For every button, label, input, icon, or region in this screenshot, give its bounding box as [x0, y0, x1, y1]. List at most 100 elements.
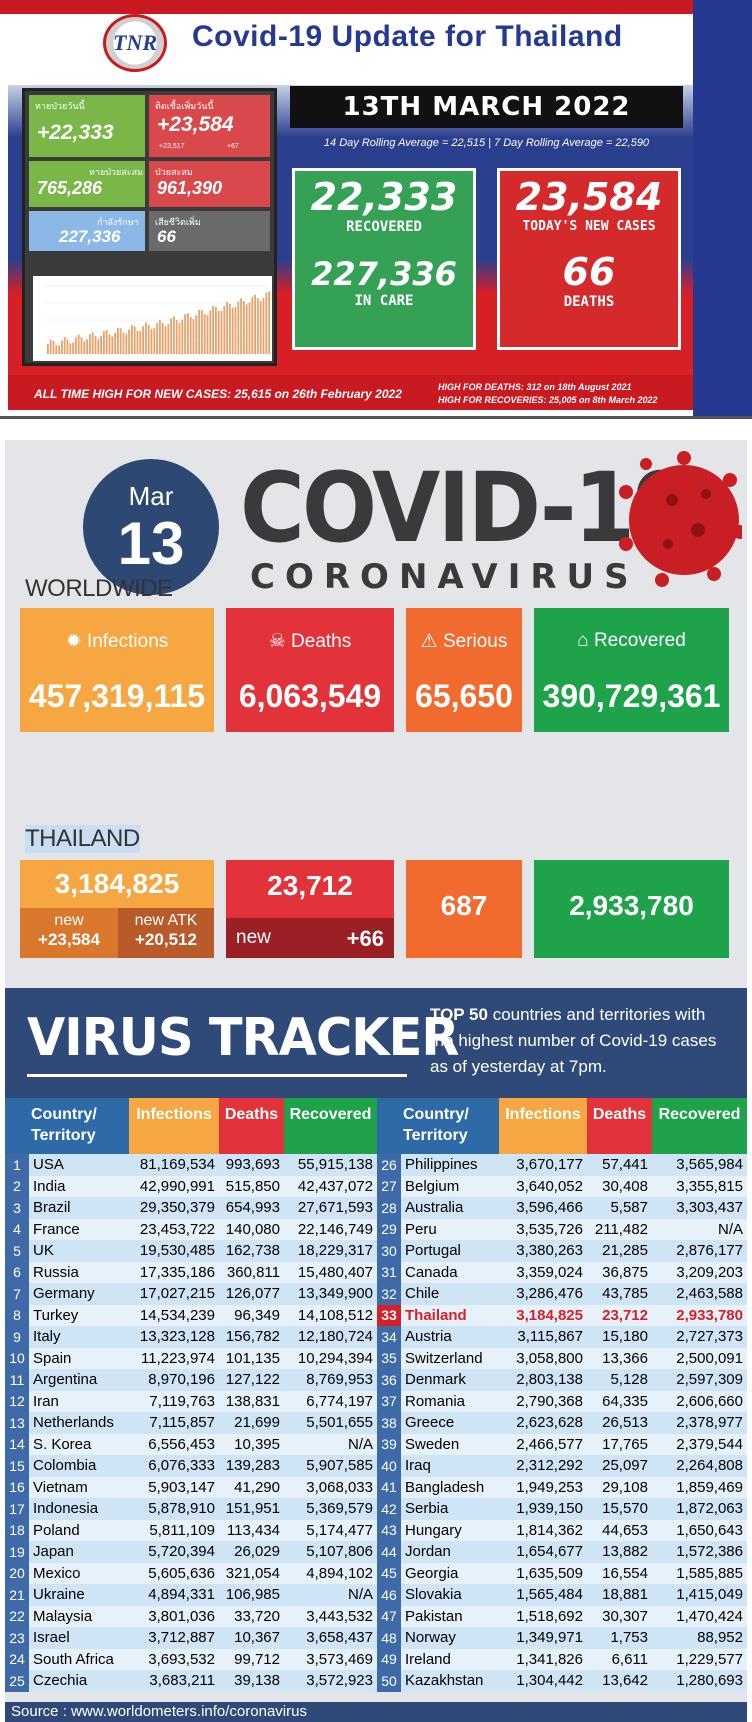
- cell-rank: 7: [5, 1283, 29, 1305]
- cell-rank: 22: [5, 1605, 29, 1627]
- cell-rank: 34: [377, 1326, 401, 1348]
- trend-bar: [229, 303, 231, 354]
- cell-recovered: 5,907,585: [284, 1455, 377, 1477]
- table-row: 44 Jordan 1,654,677 13,882 1,572,386: [377, 1541, 747, 1563]
- cell-rank: 42: [377, 1498, 401, 1520]
- cell-deaths: 26,029: [219, 1541, 284, 1563]
- cell-deaths: 23,712: [587, 1304, 652, 1326]
- cell-recovered: 2,933,780: [652, 1304, 747, 1326]
- cell-country: Russia: [29, 1261, 129, 1283]
- cell-deaths: 139,283: [219, 1455, 284, 1477]
- table-row: 22 Malaysia 3,801,036 33,720 3,443,532: [5, 1605, 377, 1627]
- table-row: 29 Peru 3,535,726 211,482 N/A: [377, 1218, 747, 1240]
- cell-recovered: 5,174,477: [284, 1519, 377, 1541]
- table-row: 30 Portugal 3,380,263 21,285 2,876,177: [377, 1240, 747, 1262]
- trend-bar: [184, 314, 186, 354]
- cell-recovered: 3,443,532: [284, 1605, 377, 1627]
- cell-country: Ukraine: [29, 1584, 129, 1606]
- table-row: 14 S. Korea 6,556,453 10,395 N/A: [5, 1433, 377, 1455]
- trend-bar: [153, 328, 156, 354]
- cell-infections: 3,801,036: [129, 1605, 219, 1627]
- trend-bar: [75, 337, 77, 354]
- trend-bar: [187, 313, 189, 354]
- table-row: 20 Mexico 5,605,636 321,054 4,894,102: [5, 1562, 377, 1584]
- cell-country: Turkey: [29, 1304, 129, 1326]
- cell-rank: 33: [377, 1304, 401, 1326]
- tnr-logo: TNR: [103, 14, 167, 72]
- table-row: 36 Denmark 2,803,138 5,128 2,597,309: [377, 1369, 747, 1391]
- table-row: 34 Austria 3,115,867 15,180 2,727,373: [377, 1326, 747, 1348]
- cell-recovered: 6,774,197: [284, 1390, 377, 1412]
- cell-recovered: 2,727,373: [652, 1326, 747, 1348]
- record-recoveries: HIGH FOR RECOVERIES: 25,005 on 8th March…: [438, 395, 658, 405]
- cell-recovered: 13,349,900: [284, 1283, 377, 1305]
- cell-infections: 23,453,722: [129, 1218, 219, 1240]
- cell-recovered: 5,501,655: [284, 1412, 377, 1434]
- cell-deaths: 18,881: [587, 1584, 652, 1606]
- cell-infections: 17,027,215: [129, 1283, 219, 1305]
- cell-deaths: 15,570: [587, 1498, 652, 1520]
- cell-infections: 5,720,394: [129, 1541, 219, 1563]
- header-infections: Infections: [129, 1098, 219, 1154]
- cell-country: Jordan: [401, 1541, 499, 1563]
- header-country: Country/ Territory: [377, 1098, 499, 1154]
- trend-bar: [181, 319, 184, 354]
- cell-recovered: 3,658,437: [284, 1627, 377, 1649]
- table-row: 17 Indonesia 5,878,910 151,951 5,369,579: [5, 1498, 377, 1520]
- trend-bar: [89, 334, 91, 354]
- mini-in-care-box: กำลังรักษา 227,336: [29, 211, 145, 251]
- trend-bar: [122, 332, 125, 354]
- cell-deaths: 6,611: [587, 1648, 652, 1670]
- table-row: 13 Netherlands 7,115,857 21,699 5,501,655: [5, 1412, 377, 1434]
- table-row: 32 Chile 3,286,476 43,785 2,463,588: [377, 1283, 747, 1305]
- cell-rank: 35: [377, 1347, 401, 1369]
- cell-infections: 3,712,887: [129, 1627, 219, 1649]
- cell-infections: 3,596,466: [499, 1197, 587, 1219]
- cell-deaths: 138,831: [219, 1390, 284, 1412]
- records-footer: ALL TIME HIGH FOR NEW CASES: 25,615 on 2…: [8, 375, 693, 410]
- cell-country: S. Korea: [29, 1433, 129, 1455]
- cell-country: Norway: [401, 1627, 499, 1649]
- trend-bar: [156, 322, 158, 354]
- trend-bar: [198, 309, 200, 354]
- trend-bar: [159, 320, 161, 354]
- cell-rank: 46: [377, 1584, 401, 1606]
- thailand-heading: THAILAND: [25, 825, 140, 853]
- cell-country: Australia: [401, 1197, 499, 1219]
- trend-bar: [192, 318, 195, 354]
- table-row: 12 Iran 7,119,763 138,831 6,774,197: [5, 1390, 377, 1412]
- cell-recovered: 88,952: [652, 1627, 747, 1649]
- worldwide-recovered: ⌂ Recovered 390,729,361: [534, 608, 729, 732]
- cell-rank: 20: [5, 1562, 29, 1584]
- cell-deaths: 21,285: [587, 1240, 652, 1262]
- trend-bar: [164, 326, 167, 354]
- cell-deaths: 126,077: [219, 1283, 284, 1305]
- cell-deaths: 39,138: [219, 1670, 284, 1692]
- cell-deaths: 13,882: [587, 1541, 652, 1563]
- cell-country: Israel: [29, 1627, 129, 1649]
- cell-infections: 5,605,636: [129, 1562, 219, 1584]
- cell-recovered: N/A: [652, 1218, 747, 1240]
- tracker-title: VIRUS TRACKER: [27, 1008, 459, 1068]
- cell-country: Austria: [401, 1326, 499, 1348]
- cell-infections: 1,635,509: [499, 1562, 587, 1584]
- cell-rank: 44: [377, 1541, 401, 1563]
- trend-bar: [189, 317, 192, 354]
- table-row: 31 Canada 3,359,024 36,875 3,209,203: [377, 1261, 747, 1283]
- cell-deaths: 5,587: [587, 1197, 652, 1219]
- trend-bar: [55, 345, 58, 354]
- cell-rank: 12: [5, 1390, 29, 1412]
- table-row: 7 Germany 17,027,215 126,077 13,349,900: [5, 1283, 377, 1305]
- cell-recovered: 2,597,309: [652, 1369, 747, 1391]
- cell-country: Italy: [29, 1326, 129, 1348]
- cell-rank: 9: [5, 1326, 29, 1348]
- header-country: Country/ Territory: [5, 1098, 129, 1154]
- cell-infections: 2,790,368: [499, 1390, 587, 1412]
- cell-deaths: 43,785: [587, 1283, 652, 1305]
- cell-recovered: 2,463,588: [652, 1283, 747, 1305]
- trend-bar: [61, 340, 63, 354]
- thailand-deaths-new: new +66: [226, 918, 394, 958]
- trend-bar: [125, 333, 128, 354]
- cell-infections: 1,654,677: [499, 1541, 587, 1563]
- cell-deaths: 13,642: [587, 1670, 652, 1692]
